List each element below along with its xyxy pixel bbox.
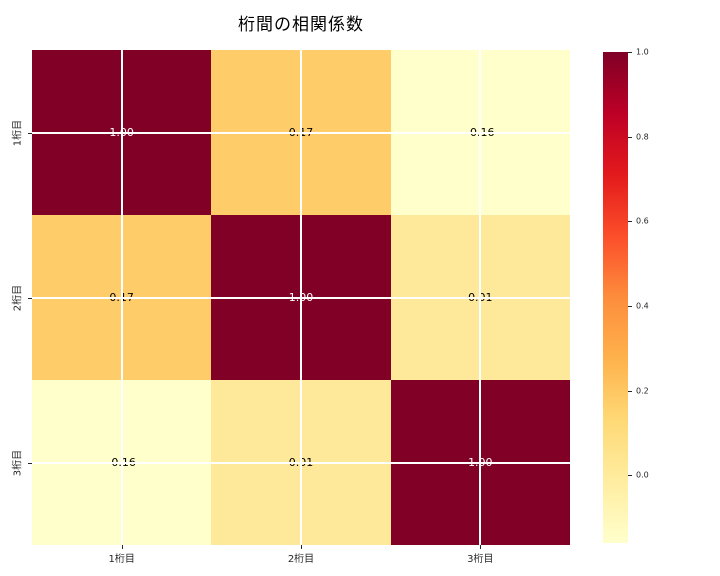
colorbar-tickmark — [628, 390, 632, 392]
x-axis-tickmark — [301, 545, 302, 549]
colorbar-tickmark — [628, 52, 632, 53]
colorbar-tick-label: 0.6 — [636, 216, 649, 226]
y-axis-tick-label: 3桁目 — [12, 449, 24, 476]
x-axis-tickmark — [480, 545, 482, 549]
colorbar-tick-label: 0.8 — [636, 132, 649, 142]
colorbar-tickmark — [628, 305, 632, 307]
heatmap-grid: 1.000.17-0.160.171.000.01-0.160.011.00 — [32, 50, 570, 545]
y-axis-tick-label: 1桁目 — [12, 119, 24, 146]
y-axis-tickmark — [28, 462, 32, 464]
gridline-horizontal — [32, 296, 570, 299]
x-axis-tick-label: 3桁目 — [467, 554, 494, 565]
y-axis-tick-label: 2桁目 — [12, 284, 24, 311]
y-axis-tickmark — [28, 132, 32, 134]
colorbar-tick-label: 0.4 — [636, 301, 649, 311]
colorbar-tick-label: 0.2 — [636, 386, 649, 396]
x-axis-tick-label: 2桁目 — [287, 554, 315, 565]
colorbar — [603, 52, 628, 543]
colorbar-tickmark — [628, 136, 632, 138]
x-axis-tick-label: 1桁目 — [108, 554, 135, 565]
chart-title: 桁間の相関係数 — [238, 15, 364, 35]
colorbar-tick-label: 1.0 — [636, 47, 649, 57]
x-axis-tickmark — [121, 545, 123, 549]
colorbar-tickmark — [628, 221, 632, 223]
colorbar-tick-label: 0.0 — [636, 470, 649, 480]
colorbar-tickmark — [628, 475, 632, 477]
gridline-horizontal — [32, 461, 570, 464]
gridline-vertical — [479, 50, 482, 545]
y-axis-tickmark — [28, 297, 32, 299]
